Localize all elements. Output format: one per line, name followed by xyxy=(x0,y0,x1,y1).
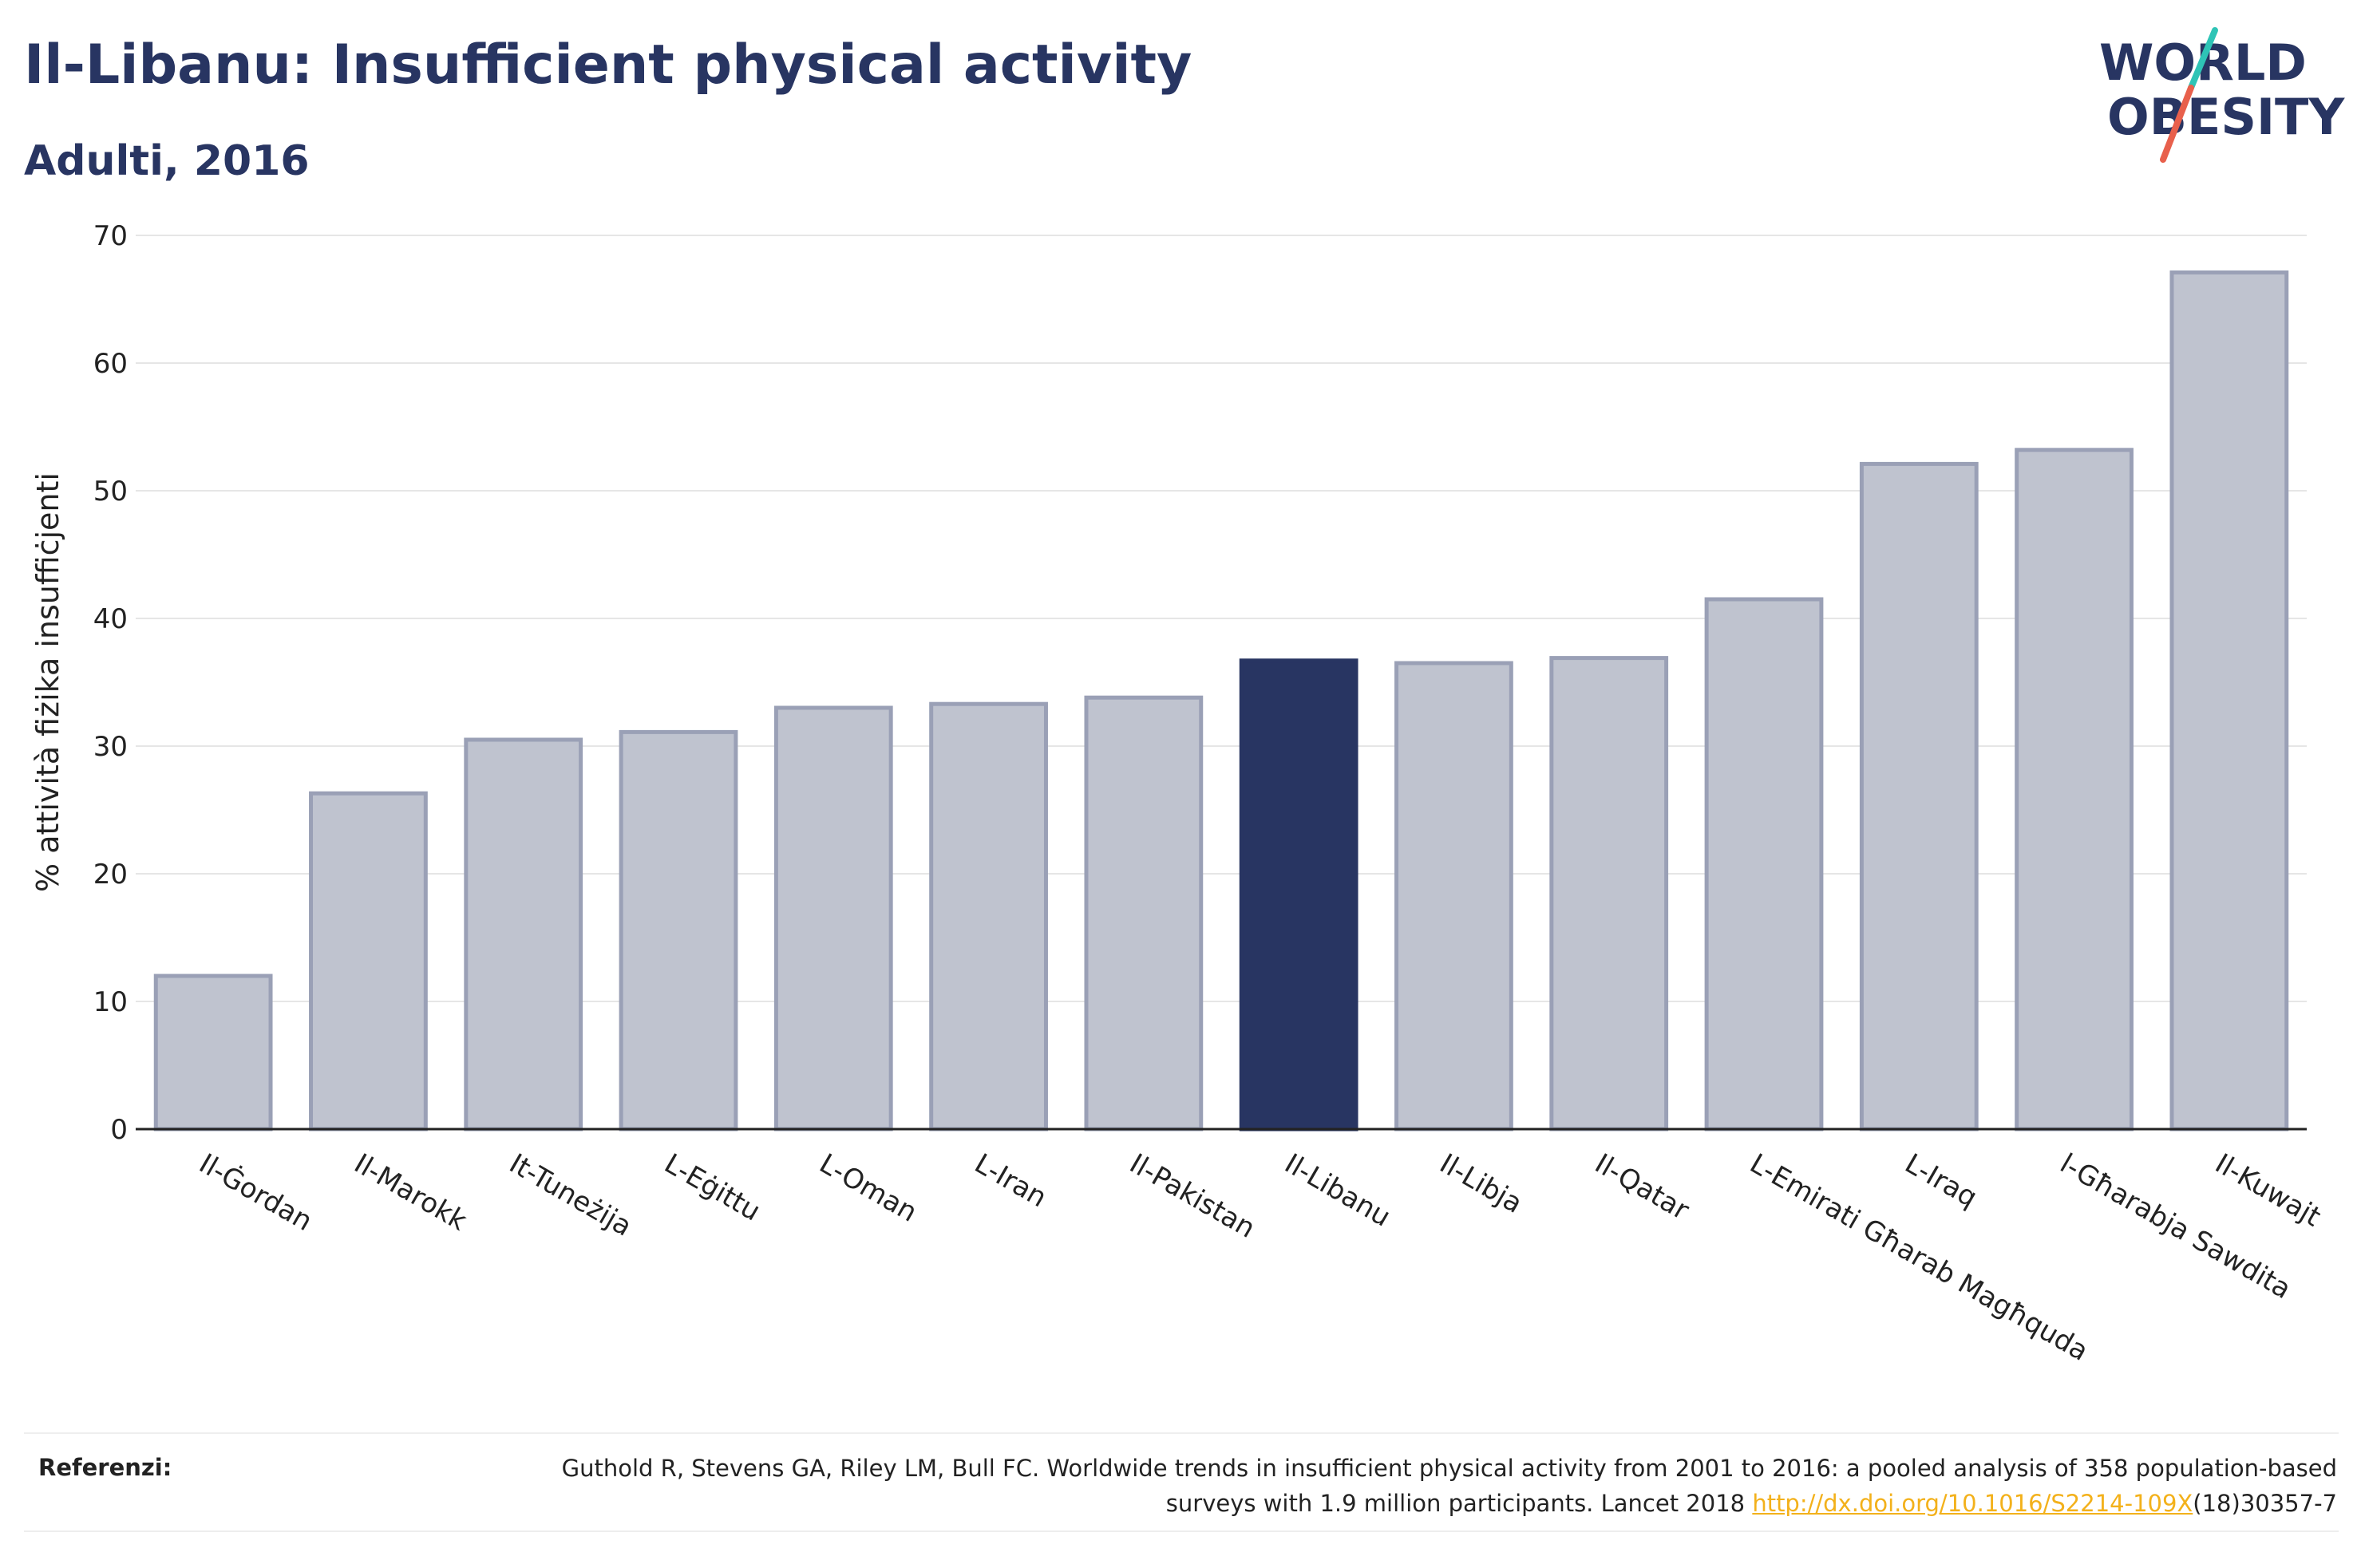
bar xyxy=(929,701,1048,1132)
world-obesity-logo: WORLD OBESITY xyxy=(2099,27,2345,163)
logo-line2: OBESITY xyxy=(2107,88,2345,146)
logo-slash-teal xyxy=(2188,27,2218,91)
bar xyxy=(1704,597,1824,1132)
x-tick-label: L-Iraq xyxy=(1900,1147,1983,1214)
logo-slash-coral xyxy=(2160,85,2194,163)
y-tick-label: 20 xyxy=(93,859,128,891)
bar-chart: 0 10 20 30 40 50 60 70 % attività fiżika insuffi… xyxy=(30,220,2326,1368)
x-tick-label: L-Eġittu xyxy=(659,1147,766,1227)
y-tick-label: 30 xyxy=(93,731,128,763)
x-tick-label: Il-Ġordan xyxy=(194,1147,318,1238)
x-tick-label: Il-Libanu xyxy=(1279,1147,1396,1233)
y-tick-label: 40 xyxy=(93,603,128,635)
footer-divider-bottom xyxy=(24,1530,2339,1532)
bar-highlight xyxy=(1239,658,1358,1132)
bar xyxy=(153,974,273,1132)
y-tick-label: 70 xyxy=(93,220,128,252)
x-tick-label: Il-Libja xyxy=(1434,1147,1528,1220)
x-tick-label: Il-Qatar xyxy=(1589,1147,1695,1226)
x-tick-label: Il-Kuwajt xyxy=(2209,1147,2326,1233)
references-text: Guthold R, Stevens GA, Riley LM, Bull FC… xyxy=(501,1451,2337,1521)
bar xyxy=(1549,656,1669,1132)
x-tick-label: It-Tuneżija xyxy=(504,1147,637,1242)
bar xyxy=(619,729,738,1132)
references-citation-suffix: (18)30357-7 xyxy=(2193,1490,2337,1517)
x-tick-label: L-Oman xyxy=(814,1147,923,1229)
x-tick-label: Il-Marokk xyxy=(349,1147,473,1237)
y-tick-label: 60 xyxy=(93,348,128,380)
references-citation: Guthold R, Stevens GA, Riley LM, Bull FC… xyxy=(561,1455,2337,1517)
bar xyxy=(1394,661,1513,1132)
y-tick-label: 0 xyxy=(110,1114,128,1146)
bar xyxy=(1859,461,1979,1132)
y-axis-label: % attività fiżika insuffiċjenti xyxy=(30,472,65,892)
x-tick-label: Il-Pakistan xyxy=(1124,1147,1260,1245)
references-label: Referenzi: xyxy=(38,1454,172,1481)
y-tick-label: 10 xyxy=(93,986,128,1018)
references-doi-link[interactable]: http://dx.doi.org/10.1016/S2214-109X xyxy=(1752,1490,2193,1517)
bar xyxy=(1084,695,1204,1132)
chart-title: Il-Libanu: Insufficient physical activit… xyxy=(24,34,1192,97)
x-tick-label: L-Iran xyxy=(969,1147,1052,1214)
chart-subtitle: Adulti, 2016 xyxy=(24,137,310,185)
bar xyxy=(309,791,428,1132)
bar xyxy=(2015,448,2134,1132)
y-tick-label: 50 xyxy=(93,476,128,508)
footer-divider-top xyxy=(24,1432,2339,1434)
bar xyxy=(773,705,893,1132)
bar xyxy=(464,737,583,1132)
bar xyxy=(2169,270,2289,1132)
